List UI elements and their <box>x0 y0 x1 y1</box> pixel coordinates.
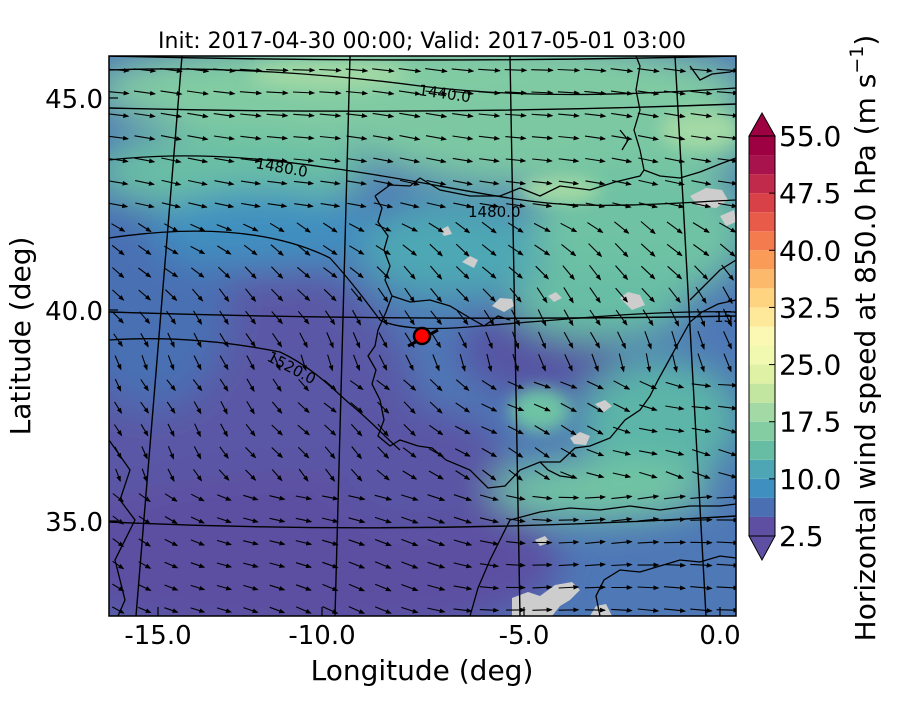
colorbar-band <box>749 498 775 517</box>
x-tick-labels: -15.0 -10.0 -5.0 0.0 <box>124 621 740 651</box>
x-tick-minus10: -10.0 <box>288 621 355 651</box>
colorbar-band <box>749 250 775 269</box>
colorbar-band <box>749 307 775 326</box>
x-tick-0: 0.0 <box>699 621 740 651</box>
colorbar-tick-label: 25.0 <box>779 349 841 382</box>
y-tick-labels: 45.0 40.0 35.0 <box>45 85 103 538</box>
wind-speed-field <box>40 35 760 650</box>
colorbar-tick-label: 10.0 <box>779 463 841 496</box>
colorbar-tick-label: 47.5 <box>779 177 841 210</box>
colorbar-band <box>749 422 775 441</box>
chart-title: Init: 2017-04-30 00:00; Valid: 2017-05-0… <box>158 29 686 54</box>
colorbar-band <box>749 155 775 174</box>
colorbar-tick-label: 32.5 <box>779 291 841 324</box>
wind-arrow <box>585 587 605 588</box>
x-tick-minus15: -15.0 <box>124 621 191 651</box>
y-tick-40: 40.0 <box>45 297 103 327</box>
colorbar-ticks: 55.0 47.5 40.0 32.5 25.0 17.5 10.0 2.5 <box>769 120 841 553</box>
colorbar-tick-label: 40.0 <box>779 234 841 267</box>
y-axis-label: Latitude (deg) <box>4 237 37 436</box>
colorbar-band <box>749 231 775 250</box>
y-tick-45: 45.0 <box>45 85 103 115</box>
colorbar-band <box>749 136 775 155</box>
colorbar-band <box>749 479 775 498</box>
colorbar: 55.0 47.5 40.0 32.5 25.0 17.5 10.0 2.5 Horizont… <box>749 35 882 642</box>
colorbar-band <box>749 517 775 536</box>
colorbar-band <box>749 384 775 403</box>
station-marker-dot <box>414 328 430 344</box>
colorbar-band <box>749 326 775 345</box>
wind-arrow <box>690 520 711 521</box>
x-axis-label: Longitude (deg) <box>311 654 534 687</box>
colorbar-band <box>749 403 775 422</box>
colorbar-band <box>749 441 775 460</box>
colorbar-label: Horizontal wind speed at 850.0 hPa (m s−… <box>846 35 882 642</box>
colorbar-band <box>749 269 775 288</box>
colorbar-band <box>749 193 775 212</box>
colorbar-band <box>749 346 775 365</box>
colorbar-tick-label: 17.5 <box>779 406 841 439</box>
colorbar-bands <box>749 136 775 536</box>
wind-arrow <box>531 70 553 71</box>
wind-arrow <box>532 610 551 611</box>
x-tick-minus5: -5.0 <box>499 621 550 651</box>
colorbar-band <box>749 212 775 231</box>
colorbar-band <box>749 365 775 384</box>
colorbar-top-extension <box>749 113 775 136</box>
map-panel: 1440.0 1480.0 1480.0 1520.0 1520.0 <box>40 35 767 650</box>
colorbar-band <box>749 288 775 307</box>
colorbar-band <box>749 460 775 479</box>
wind-arrow <box>293 70 315 71</box>
colorbar-bottom-extension <box>749 536 775 560</box>
colorbar-tick-label: 2.5 <box>779 520 824 553</box>
colorbar-band <box>749 174 775 193</box>
y-tick-35: 35.0 <box>45 508 103 538</box>
colorbar-tick-label: 55.0 <box>779 120 841 153</box>
